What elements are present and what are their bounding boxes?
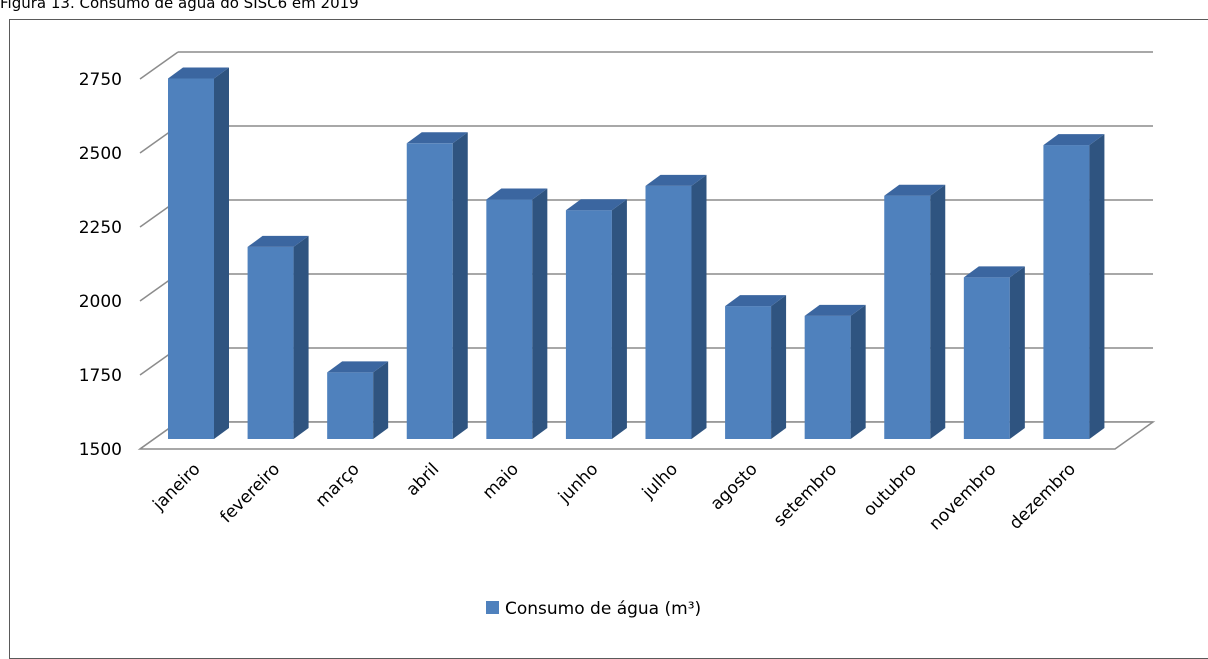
- bar-top: [725, 295, 787, 307]
- bar-top: [327, 361, 389, 373]
- bar[interactable]: [327, 372, 374, 439]
- bar[interactable]: [168, 78, 214, 439]
- bar-top: [1043, 134, 1105, 146]
- bar-top: [168, 67, 229, 79]
- bar[interactable]: [963, 277, 1010, 439]
- x-tick-label: setembro: [770, 459, 841, 530]
- y-tick-label: 2500: [79, 144, 122, 164]
- bar-side: [1089, 134, 1105, 439]
- bar-side: [214, 67, 229, 439]
- x-tick-label: julho: [638, 459, 682, 503]
- bar-side: [452, 132, 468, 439]
- x-tick-label: agosto: [707, 459, 762, 514]
- x-tick-label: outubro: [860, 459, 921, 520]
- bar-side: [293, 235, 309, 439]
- figure-caption: Figura 13. Consumo de água do SISC6 em 2…: [0, 0, 359, 12]
- x-tick-label: abril: [403, 459, 444, 500]
- bar[interactable]: [1043, 145, 1090, 439]
- x-tick-label: março: [312, 459, 364, 511]
- y-tick-label: 1500: [79, 440, 122, 460]
- x-tick-label: junho: [554, 459, 602, 507]
- x-tick-label: maio: [479, 459, 523, 503]
- bar-side: [850, 304, 866, 439]
- x-tick-label: fevereiro: [216, 459, 284, 527]
- bar-top: [565, 199, 627, 211]
- x-tick-label: dezembro: [1006, 459, 1080, 533]
- bar-side: [1009, 266, 1025, 439]
- bar-top: [884, 184, 946, 196]
- bar[interactable]: [406, 143, 453, 439]
- y-tick-label: 1750: [79, 366, 122, 386]
- bar-side: [611, 199, 627, 439]
- bar[interactable]: [804, 315, 851, 439]
- bar-top: [247, 235, 309, 247]
- bar-side: [373, 361, 389, 439]
- bar[interactable]: [486, 199, 533, 439]
- bar[interactable]: [247, 246, 294, 439]
- gridline-depth: [139, 51, 179, 80]
- bar-side: [771, 295, 787, 439]
- bar-side: [691, 174, 707, 440]
- bar[interactable]: [645, 185, 692, 439]
- bar-top: [645, 174, 707, 186]
- legend-swatch: [486, 601, 499, 614]
- bar[interactable]: [565, 210, 612, 439]
- bar-side: [532, 188, 548, 439]
- bar-top: [486, 188, 548, 200]
- bar-top: [804, 304, 866, 316]
- bar-top: [406, 132, 468, 144]
- x-tick-label: janeiro: [149, 459, 205, 515]
- bar[interactable]: [725, 306, 772, 439]
- bar-side: [930, 184, 946, 439]
- bar-top: [963, 266, 1025, 278]
- legend-label: Consumo de água (m³): [505, 599, 701, 619]
- y-tick-label: 2000: [79, 292, 122, 312]
- bar[interactable]: [884, 195, 931, 439]
- y-tick-label: 2250: [79, 218, 122, 238]
- x-tick-label: novembro: [925, 459, 1000, 534]
- y-tick-label: 2750: [79, 70, 122, 90]
